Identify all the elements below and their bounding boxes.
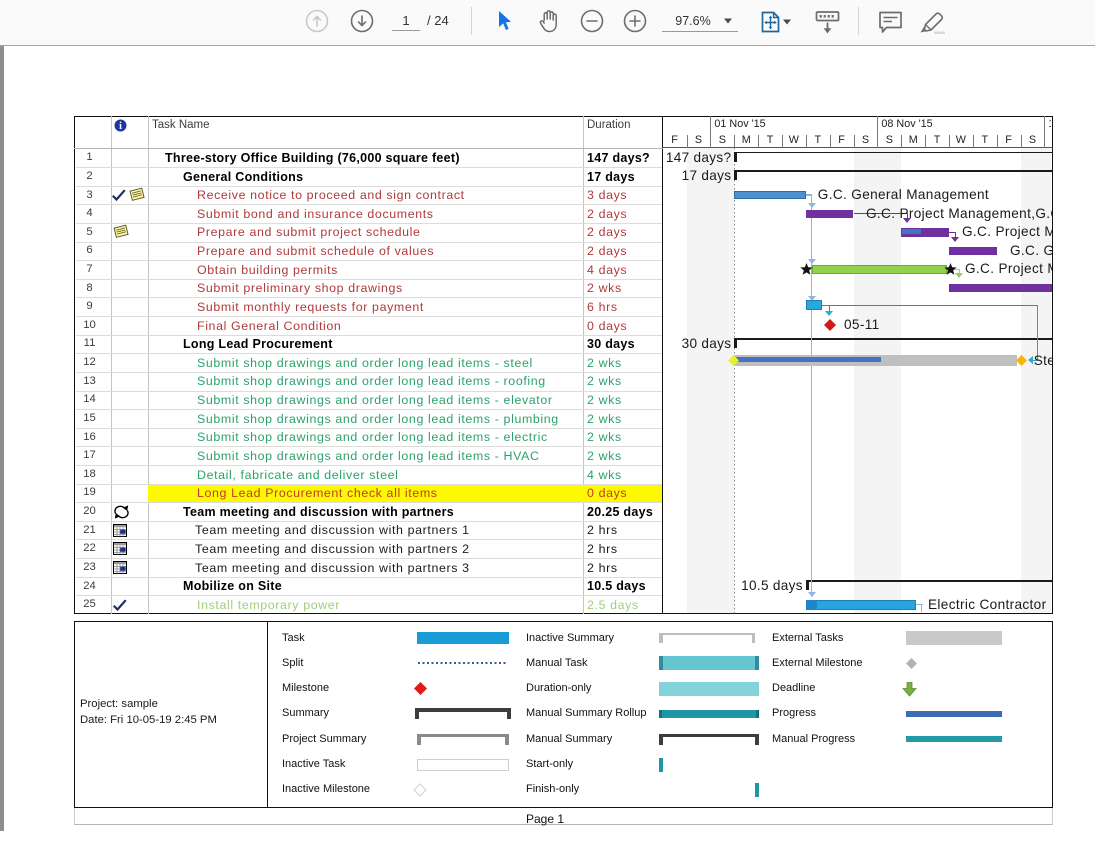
svg-text:i: i [119,121,122,132]
